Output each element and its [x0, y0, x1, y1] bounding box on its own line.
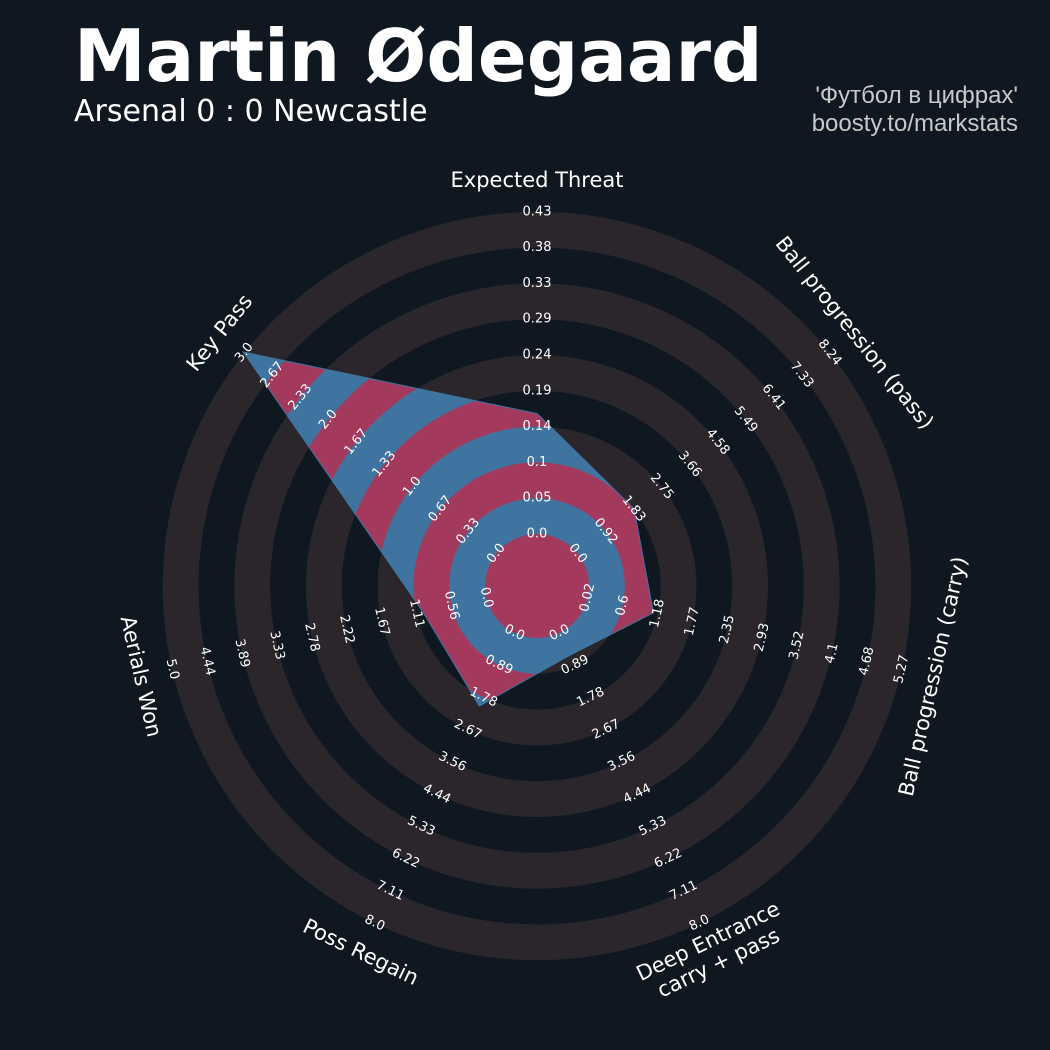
radar-parameter-label: Aerials Won	[116, 614, 167, 740]
radar-tick-label: 2.22	[336, 614, 357, 646]
radar-tick-label: 0.6	[613, 594, 632, 618]
radar-tick-label: 2.78	[301, 622, 322, 654]
radar-ring	[305, 354, 769, 818]
radar-tick-label: 5.27	[891, 653, 912, 685]
radar-tick-label: 3.89	[231, 638, 252, 670]
radar-tick-label: 2.93	[752, 622, 773, 654]
radar-tick-label: 2.35	[717, 614, 738, 646]
radar-tick-label: 0.19	[523, 383, 552, 398]
radar-tick-label: 0.0	[477, 586, 496, 610]
radar-ring	[234, 283, 840, 889]
credit-block: 'Футбол в цифрах' boosty.to/markstats	[812, 82, 1018, 138]
radar-tick-label: 0.02	[577, 582, 598, 614]
credit-channel-name: 'Футбол в цифрах'	[815, 82, 1018, 109]
radar-tick-label: 3.52	[787, 630, 808, 662]
radar-tick-label: 0.14	[523, 419, 552, 434]
radar-data-band	[485, 534, 589, 638]
radar-tick-label: 4.1	[822, 642, 841, 666]
radar-tick-label: 4.44	[197, 646, 218, 678]
radar-tick-label: 1.11	[406, 598, 427, 630]
radar-tick-label: 1.18	[647, 598, 668, 630]
radar-tick-label: 0.0	[527, 527, 548, 542]
radar-parameter-label-line: Expected Threat	[451, 168, 624, 192]
radar-tick-label: 3.33	[266, 630, 287, 662]
radar-tick-label: 1.67	[371, 606, 392, 638]
radar-parameter-label: Expected Threat	[451, 168, 624, 192]
radar-tick-label: 0.56	[441, 590, 462, 622]
match-score: Arsenal 0 : 0 Newcastle	[74, 94, 428, 129]
radar-tick-label: 0.38	[523, 240, 552, 255]
radar-ring	[162, 211, 912, 961]
radar-tick-label: 0.33	[523, 276, 552, 291]
radar-parameter-label-line: Aerials Won	[116, 614, 167, 740]
radar-tick-label: 5.0	[163, 658, 182, 682]
radar-tick-label: 0.1	[527, 455, 548, 470]
player-name: Martin Ødegaard	[74, 14, 763, 98]
radar-tick-label: 0.05	[523, 491, 552, 506]
radar-tick-label: 4.68	[856, 646, 877, 678]
radar-tick-label: 0.29	[523, 312, 552, 327]
radar-tick-label: 0.24	[523, 348, 552, 363]
radar-tick-label: 0.43	[523, 204, 552, 219]
radar-tick-label: 1.77	[682, 606, 703, 638]
credit-url: boosty.to/markstats	[811, 110, 1018, 137]
